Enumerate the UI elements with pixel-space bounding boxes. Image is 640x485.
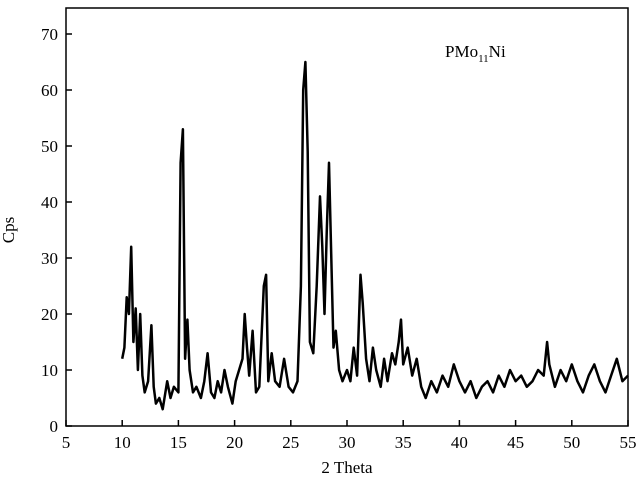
annotation-subscript: 11 — [478, 53, 489, 65]
data-line — [120, 60, 629, 411]
x-axis-label: 2 Theta — [321, 458, 373, 477]
x-tick-label: 15 — [170, 433, 187, 452]
y-tick-label: 20 — [41, 305, 58, 324]
y-tick-label: 70 — [41, 25, 58, 44]
x-tick-label: 30 — [339, 433, 356, 452]
y-tick-label: 10 — [41, 361, 58, 380]
annotation: PMo11Ni — [445, 42, 506, 65]
x-tick-label: 5 — [62, 433, 71, 452]
y-tick-label: 0 — [50, 417, 59, 436]
x-tick-label: 10 — [114, 433, 131, 452]
x-tick-label: 50 — [563, 433, 580, 452]
y-tick-label: 60 — [41, 81, 58, 100]
y-axis-label: Cps — [0, 217, 18, 243]
x-tick-label: 55 — [620, 433, 637, 452]
y-tick-label: 30 — [41, 249, 58, 268]
y-tick-label: 50 — [41, 137, 58, 156]
annotation-suffix: Ni — [489, 42, 506, 61]
x-tick-label: 20 — [226, 433, 243, 452]
x-tick-label: 35 — [395, 433, 412, 452]
x-tick-label: 45 — [507, 433, 524, 452]
x-tick-label: 40 — [451, 433, 468, 452]
annotation-base: PMo — [445, 42, 478, 61]
y-tick-label: 40 — [41, 193, 58, 212]
x-tick-label: 25 — [282, 433, 299, 452]
